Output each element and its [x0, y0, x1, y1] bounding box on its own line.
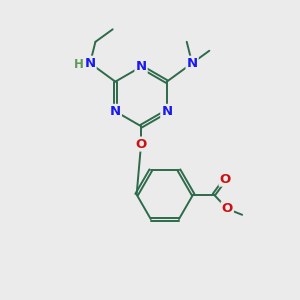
- Text: N: N: [85, 57, 96, 70]
- Text: O: O: [136, 138, 147, 151]
- Text: H: H: [74, 58, 84, 71]
- Text: O: O: [222, 202, 233, 215]
- Text: N: N: [187, 57, 198, 70]
- Text: N: N: [110, 105, 121, 118]
- Text: N: N: [136, 60, 147, 73]
- Text: O: O: [220, 172, 231, 186]
- Text: N: N: [161, 105, 172, 118]
